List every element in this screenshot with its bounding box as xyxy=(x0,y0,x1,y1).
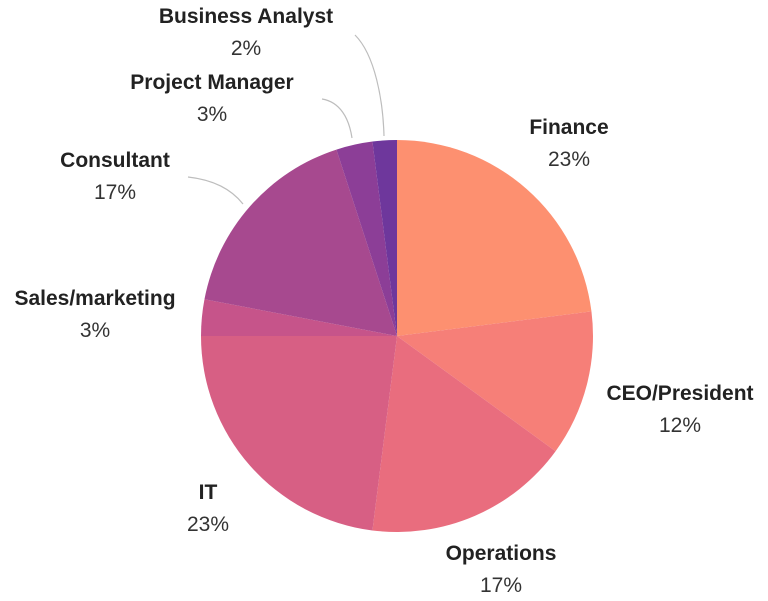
pie-slice-operations xyxy=(372,336,556,532)
slice-label: CEO/President xyxy=(606,382,753,405)
slice-value-label: 23% xyxy=(187,513,229,536)
pie-slice-ceo-president xyxy=(397,311,593,452)
pie-slice-consultant xyxy=(204,149,397,336)
slice-label: Sales/marketing xyxy=(14,287,175,310)
slice-label: IT xyxy=(199,481,218,504)
slice-value-label: 12% xyxy=(659,414,701,437)
pie-slice-project-manager xyxy=(336,141,397,336)
slice-value-label: 17% xyxy=(94,181,136,204)
slice-labels: Finance 23% CEO/President 12% Operations 17% I… xyxy=(14,5,753,597)
slice-label: Operations xyxy=(446,542,557,565)
slice-value-label: 2% xyxy=(231,37,261,60)
pie-slice-business-analyst xyxy=(372,140,397,336)
slice-value-label: 3% xyxy=(197,103,227,126)
slice-value-label: 3% xyxy=(80,319,110,342)
pie-slice-it xyxy=(201,336,397,531)
slice-value-label: 23% xyxy=(548,148,590,171)
leader-line xyxy=(354,34,385,137)
slice-label: Project Manager xyxy=(130,71,293,94)
slice-label: Finance xyxy=(529,116,608,139)
slice-value-label: 17% xyxy=(480,574,522,597)
slice-label: Consultant xyxy=(60,149,170,172)
pie-slice-sales-marketing xyxy=(201,299,397,336)
slice-label: Business Analyst xyxy=(159,5,333,28)
leader-line xyxy=(321,98,353,139)
pie-slices xyxy=(201,140,593,532)
leader-lines xyxy=(187,34,385,205)
pie-slice-finance xyxy=(397,140,592,336)
leader-line xyxy=(187,176,244,205)
